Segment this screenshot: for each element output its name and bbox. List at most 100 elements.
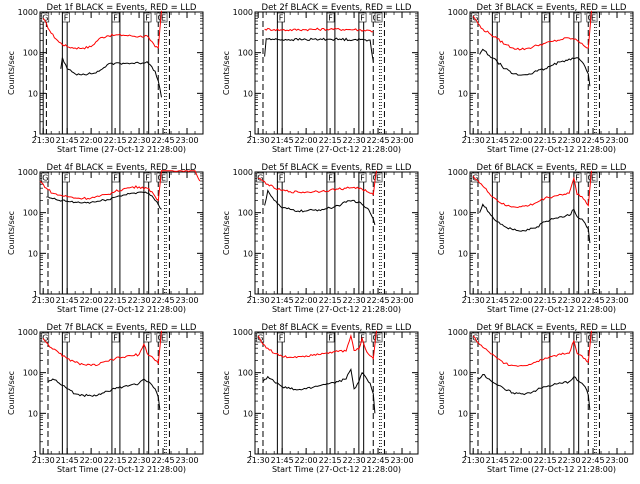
events-series-line xyxy=(477,373,591,411)
marker-box xyxy=(41,172,50,183)
marker-label: G xyxy=(257,174,263,183)
y-tick-label: 100 xyxy=(238,49,253,58)
y-tick-label: 1 xyxy=(463,130,468,139)
marker-label: G xyxy=(42,174,48,183)
plot-frame xyxy=(469,171,634,295)
x-tick-label: 22:15 xyxy=(534,296,557,305)
marker-box xyxy=(573,12,582,23)
x-tick-label: 21:30 xyxy=(462,136,485,145)
x-tick-label: 21:30 xyxy=(462,296,485,305)
lld-series-line xyxy=(39,170,201,202)
x-axis-label: Start Time (27-Oct-12 21:28:00) xyxy=(272,465,401,474)
y-tick-label: 1000 xyxy=(18,8,38,17)
x-tick-label: 22:15 xyxy=(104,296,127,305)
x-tick-label: 22:00 xyxy=(295,456,318,465)
events-series-line xyxy=(60,57,162,98)
y-tick-label: 1 xyxy=(463,290,468,299)
y-tick-label: 10 xyxy=(458,249,468,258)
lld-series-line xyxy=(258,170,377,196)
events-series-line xyxy=(479,203,591,244)
y-tick-label: 100 xyxy=(453,369,468,378)
chart-title: Det 4f BLACK = Events, RED = LLD xyxy=(47,163,197,173)
x-tick-label: 21:30 xyxy=(32,456,55,465)
x-tick-label: 22:00 xyxy=(295,136,318,145)
marker-label: F xyxy=(360,14,365,23)
marker-label: F xyxy=(575,174,580,183)
marker-label: E xyxy=(591,334,596,343)
x-tick-label: 22:45 xyxy=(152,456,175,465)
x-axis-label: Start Time (27-Oct-12 21:28:00) xyxy=(57,465,186,474)
x-tick-label: 21:45 xyxy=(56,136,79,145)
marker-box xyxy=(326,332,335,343)
x-tick-label: 22:00 xyxy=(80,136,103,145)
chart-panel-1: Det 1f BLACK = Events, RED = LLD 1 10 100 10… xyxy=(7,3,204,154)
marker-label: E xyxy=(591,14,596,23)
marker-box xyxy=(471,12,480,23)
x-tick-label: 22:15 xyxy=(534,456,557,465)
y-axis-label: Counts/sec xyxy=(222,371,231,415)
lld-series-line xyxy=(257,330,377,361)
chart-panel-6: Det 6f BLACK = Events, RED = LLD 1 10 100 10… xyxy=(437,163,634,314)
marker-box xyxy=(471,172,480,183)
x-tick-label: 22:30 xyxy=(343,296,366,305)
plot-frame xyxy=(254,171,419,295)
marker-label: G xyxy=(472,174,478,183)
x-tick-label: 22:15 xyxy=(534,136,557,145)
marker-label: F xyxy=(328,174,333,183)
marker-box xyxy=(62,12,70,23)
x-tick-label: 21:30 xyxy=(247,296,270,305)
chart-title: Det 9f BLACK = Events, RED = LLD xyxy=(477,323,627,333)
lld-series-line xyxy=(264,27,374,33)
y-tick-label: 10 xyxy=(243,89,253,98)
plot-frame xyxy=(469,331,634,455)
marker-label: F xyxy=(279,334,284,343)
x-tick-label: 21:30 xyxy=(462,456,485,465)
x-tick-label: 22:30 xyxy=(558,296,581,305)
y-tick-label: 100 xyxy=(238,209,253,218)
x-tick-label: 21:30 xyxy=(247,136,270,145)
y-axis-label: Counts/sec xyxy=(437,211,446,255)
marker-label: E xyxy=(161,14,166,23)
marker-box xyxy=(277,12,285,23)
x-tick-label: 21:30 xyxy=(247,456,270,465)
marker-label: F xyxy=(494,14,499,23)
marker-box xyxy=(374,332,383,343)
marker-box xyxy=(541,12,550,23)
marker-label: G xyxy=(42,334,48,343)
y-tick-label: 1 xyxy=(33,450,38,459)
plot-frame xyxy=(39,171,204,295)
marker-box xyxy=(589,12,598,23)
x-tick-label: 22:00 xyxy=(295,296,318,305)
marker-label: F xyxy=(64,334,69,343)
chart-title: Det 5f BLACK = Events, RED = LLD xyxy=(262,163,412,173)
x-tick-label: 21:45 xyxy=(486,136,509,145)
marker-box xyxy=(143,332,152,343)
x-tick-label: 22:45 xyxy=(582,296,605,305)
marker-box xyxy=(277,172,285,183)
x-tick-label: 23:00 xyxy=(605,136,628,145)
marker-label: F xyxy=(360,334,365,343)
plot-frame xyxy=(254,331,419,455)
lld-series-line xyxy=(42,330,162,367)
marker-label: E xyxy=(376,334,381,343)
x-axis-label: Start Time (27-Oct-12 21:28:00) xyxy=(57,145,186,154)
x-tick-label: 22:00 xyxy=(510,296,533,305)
x-tick-label: 21:45 xyxy=(486,456,509,465)
events-series-line xyxy=(264,189,376,226)
marker-box xyxy=(358,332,367,343)
x-axis-label: Start Time (27-Oct-12 21:28:00) xyxy=(57,305,186,314)
y-tick-label: 1 xyxy=(248,450,253,459)
marker-label: F xyxy=(64,174,69,183)
marker-box xyxy=(159,172,168,183)
x-tick-label: 21:45 xyxy=(56,456,79,465)
chart-panel-9: Det 9f BLACK = Events, RED = LLD 1 10 100 10… xyxy=(437,323,634,474)
marker-label: E xyxy=(161,334,166,343)
marker-label: G xyxy=(257,334,263,343)
y-tick-label: 10 xyxy=(28,409,38,418)
chart-title: Det 7f BLACK = Events, RED = LLD xyxy=(47,323,197,333)
y-axis-label: Counts/sec xyxy=(437,51,446,95)
y-axis-label: Counts/sec xyxy=(7,51,16,95)
marker-label: F xyxy=(113,14,118,23)
marker-box xyxy=(62,332,70,343)
marker-box xyxy=(492,172,500,183)
